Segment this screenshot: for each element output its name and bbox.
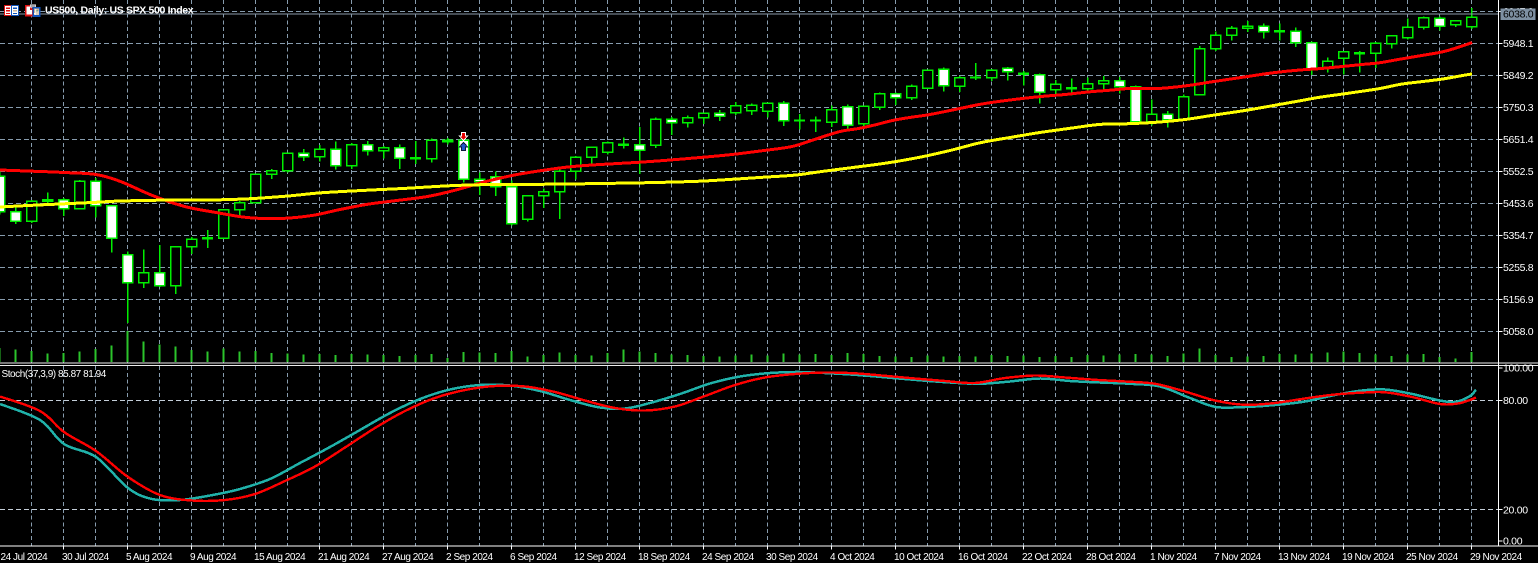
svg-text:21 Aug 2024: 21 Aug 2024 (318, 552, 370, 563)
svg-text:29 Nov 2024: 29 Nov 2024 (1470, 552, 1523, 563)
svg-text:5948.1: 5948.1 (1503, 38, 1534, 50)
svg-text:12 Sep 2024: 12 Sep 2024 (574, 552, 627, 563)
svg-text:24 Jul 2024: 24 Jul 2024 (1, 552, 49, 563)
svg-text:13 Nov 2024: 13 Nov 2024 (1278, 552, 1331, 563)
svg-text:6 Sep 2024: 6 Sep 2024 (510, 552, 558, 563)
svg-text:80.00: 80.00 (1503, 395, 1528, 407)
svg-text:24 Sep 2024: 24 Sep 2024 (702, 552, 755, 563)
svg-text:10 Oct 2024: 10 Oct 2024 (894, 552, 944, 563)
svg-text:5552.5: 5552.5 (1503, 166, 1534, 178)
svg-text:Stoch(37,3,9) 85.87 81.94: Stoch(37,3,9) 85.87 81.94 (2, 369, 107, 380)
svg-text:5354.7: 5354.7 (1503, 230, 1534, 242)
svg-text:9 Aug 2024: 9 Aug 2024 (190, 552, 237, 563)
svg-text:19 Nov 2024: 19 Nov 2024 (1342, 552, 1395, 563)
svg-text:5750.3: 5750.3 (1503, 102, 1534, 114)
svg-text:5651.4: 5651.4 (1503, 134, 1534, 146)
svg-text:5255.8: 5255.8 (1503, 262, 1534, 274)
svg-text:0.00: 0.00 (1503, 536, 1523, 548)
svg-text:22 Oct 2024: 22 Oct 2024 (1022, 552, 1072, 563)
svg-text:30 Sep 2024: 30 Sep 2024 (766, 552, 819, 563)
svg-text:7 Nov 2024: 7 Nov 2024 (1214, 552, 1262, 563)
svg-text:US500, Daily: US SPX 500 Inde: US500, Daily: US SPX 500 Index (45, 5, 194, 17)
svg-text:5849.2: 5849.2 (1503, 70, 1534, 82)
svg-text:15 Aug 2024: 15 Aug 2024 (254, 552, 306, 563)
svg-text:20.00: 20.00 (1503, 504, 1528, 516)
svg-text:25 Nov 2024: 25 Nov 2024 (1406, 552, 1459, 563)
svg-text:4 Oct 2024: 4 Oct 2024 (830, 552, 875, 563)
svg-text:1 Nov 2024: 1 Nov 2024 (1150, 552, 1198, 563)
svg-text:28 Oct 2024: 28 Oct 2024 (1086, 552, 1136, 563)
svg-text:5058.0: 5058.0 (1503, 326, 1534, 338)
svg-text:27 Aug 2024: 27 Aug 2024 (382, 552, 434, 563)
svg-text:16 Oct 2024: 16 Oct 2024 (958, 552, 1008, 563)
svg-text:18 Sep 2024: 18 Sep 2024 (638, 552, 691, 563)
svg-text:5156.9: 5156.9 (1503, 294, 1534, 306)
svg-text:5 Aug 2024: 5 Aug 2024 (126, 552, 173, 563)
svg-text:5453.6: 5453.6 (1503, 198, 1534, 210)
svg-text:6038.0: 6038.0 (1503, 9, 1534, 21)
svg-text:30 Jul 2024: 30 Jul 2024 (62, 552, 110, 563)
svg-text:2 Sep 2024: 2 Sep 2024 (446, 552, 494, 563)
svg-text:100.00: 100.00 (1503, 363, 1534, 375)
